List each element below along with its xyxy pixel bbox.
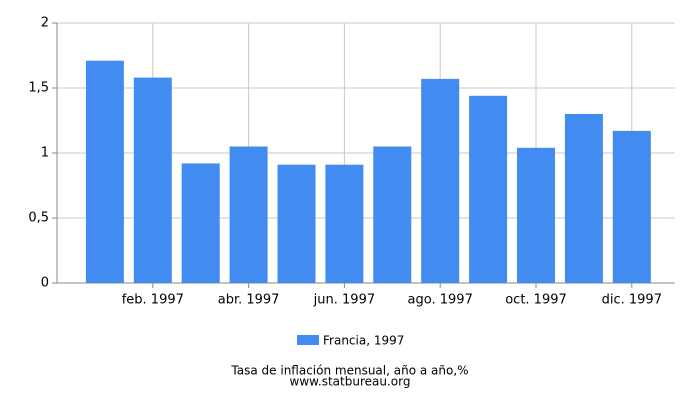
x-tick-label: feb. 1997: [122, 293, 184, 308]
y-tick-label: 2: [41, 16, 49, 31]
y-tick-label: 0: [41, 276, 49, 291]
x-tick-label: abr. 1997: [218, 293, 280, 308]
bar: [133, 77, 172, 283]
y-tick-label: 1,5: [28, 81, 49, 96]
legend-swatch: [297, 335, 319, 345]
legend-label: Francia, 1997: [323, 334, 404, 348]
bar: [612, 130, 651, 283]
x-tick-label: dic. 1997: [602, 293, 662, 308]
source: www.statbureau.org: [290, 375, 411, 389]
x-tick-label: jun. 1997: [313, 293, 375, 308]
axis-title: Tasa de inflación mensual, año a año,%: [230, 364, 468, 378]
y-tick-label: 0,5: [28, 211, 49, 226]
bar: [277, 164, 316, 283]
bar: [325, 164, 364, 283]
x-tick-label: ago. 1997: [408, 293, 473, 308]
bar: [469, 95, 508, 283]
bar: [181, 163, 220, 283]
bar: [517, 147, 555, 283]
bar: [85, 60, 124, 284]
bar: [421, 78, 460, 284]
y-tick-label: 1: [41, 146, 49, 161]
bar: [564, 114, 603, 283]
bar: [373, 146, 412, 283]
bar: [229, 146, 268, 283]
x-tick-label: oct. 1997: [505, 293, 567, 308]
